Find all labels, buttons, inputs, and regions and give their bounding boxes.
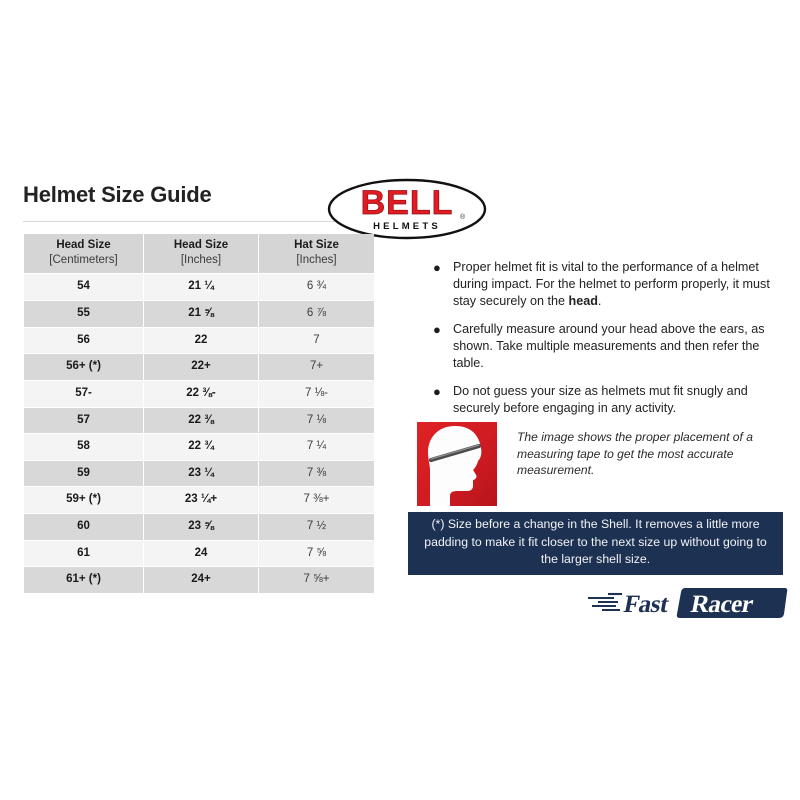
svg-text:BELL: BELL — [361, 184, 454, 222]
illustration-caption: The image shows the proper placement of … — [517, 430, 753, 477]
table-header-row: Head Size [Centimeters] Head Size [Inche… — [24, 234, 374, 274]
list-item-text: Carefully measure around your head above… — [453, 321, 783, 372]
head-with-measuring-tape-icon — [417, 422, 497, 506]
cell-hat-size-inches: 7+ — [259, 354, 374, 380]
bullet-dot-icon: ● — [433, 260, 441, 275]
cell-head-size-cm: 57 — [24, 407, 143, 434]
bullet-dot-icon: ● — [433, 322, 441, 337]
cell-hat-size-inches: 7 ⅛ — [259, 407, 374, 434]
list-item-text-part: Carefully measure around your head above… — [453, 322, 765, 370]
table-row: 61 24 7 ⅝ — [24, 540, 374, 567]
cell-head-size-inches: 24 — [144, 540, 258, 567]
cell-hat-size-inches: 7 ⅝+ — [259, 567, 374, 594]
column-header-hat-size-in: Hat Size [Inches] — [259, 234, 374, 274]
cell-hat-size-inches: 6 ⅞ — [259, 300, 374, 327]
table-row: 59+ (*) 23 ¼+ 7 ⅜+ — [24, 487, 374, 514]
table-row: 61+ (*) 24+ 7 ⅝+ — [24, 567, 374, 594]
list-item-emphasis: head — [568, 294, 598, 308]
list-item-text-part: Proper helmet fit is vital to the perfor… — [453, 260, 770, 308]
cell-head-size-cm: 57- — [24, 380, 143, 407]
list-item: ● Do not guess your size as helmets mut f… — [428, 383, 783, 417]
cell-head-size-inches: 23 ¼ — [144, 460, 258, 487]
cell-head-size-inches: 23 ¼+ — [144, 487, 258, 514]
cell-head-size-cm: 59+ (*) — [24, 487, 143, 514]
cell-head-size-inches: 22 ¾ — [144, 434, 258, 460]
cell-head-size-cm: 59 — [24, 460, 143, 487]
cell-head-size-inches: 24+ — [144, 567, 258, 594]
list-item-text: Proper helmet fit is vital to the perfor… — [453, 259, 783, 310]
table-row: 56+ (*) 22+ 7+ — [24, 354, 374, 380]
list-item: ● Proper helmet fit is vital to the perfo… — [428, 259, 783, 310]
column-header-unit: [Inches] — [180, 254, 222, 267]
cell-head-size-inches: 23 ⅝ — [144, 514, 258, 540]
cell-head-size-cm: 54 — [24, 274, 143, 300]
table-row: 56 22 7 — [24, 327, 374, 354]
cell-hat-size-inches: 7 ⅝ — [259, 540, 374, 567]
cell-head-size-inches: 21 ¼ — [144, 274, 258, 300]
cell-head-size-cm: 55 — [24, 300, 143, 327]
cell-hat-size-inches: 7 ½ — [259, 514, 374, 540]
cell-head-size-cm: 61+ (*) — [24, 567, 143, 594]
title-divider — [23, 221, 373, 222]
cell-head-size-cm: 61 — [24, 540, 143, 567]
table-row: 57- 22 ⅜- 7 ⅛- — [24, 380, 374, 407]
cell-head-size-inches: 22 — [144, 327, 258, 354]
column-header-title: Hat Size — [294, 239, 339, 251]
svg-text:HELMETS: HELMETS — [373, 221, 441, 232]
list-item-text: Do not guess your size as helmets mut fi… — [453, 383, 783, 417]
shell-change-note: (*) Size before a change in the Shell. I… — [408, 512, 783, 575]
svg-text:®: ® — [460, 213, 466, 221]
page-title: Helmet Size Guide — [23, 182, 212, 207]
column-header-head-size-in: Head Size [Inches] — [144, 234, 258, 274]
cell-head-size-cm: 60 — [24, 514, 143, 540]
column-header-title: Head Size — [173, 239, 229, 251]
svg-text:Racer: Racer — [689, 591, 756, 618]
cell-hat-size-inches: 6 ¾ — [259, 274, 374, 300]
fit-guidance-list: ● Proper helmet fit is vital to the perfo… — [428, 259, 783, 428]
cell-head-size-cm: 58 — [24, 434, 143, 460]
list-item-text-tail: . — [597, 294, 602, 308]
helmet-size-table: Head Size [Centimeters] Head Size [Inche… — [23, 233, 375, 594]
list-item: ● Carefully measure around your head abov… — [428, 321, 783, 372]
cell-hat-size-inches: 7 ¼ — [259, 434, 374, 460]
svg-text:Fast: Fast — [622, 591, 672, 618]
column-header-title: Head Size — [56, 239, 111, 251]
column-header-head-size-cm: Head Size [Centimeters] — [24, 234, 143, 274]
bullet-dot-icon: ● — [433, 384, 441, 399]
cell-head-size-inches: 22 ⅜- — [144, 380, 258, 407]
column-header-unit: [Inches] — [296, 254, 337, 267]
column-header-unit: [Centimeters] — [49, 254, 118, 267]
shell-change-note-text: (*) Size before a change in the Shell. I… — [424, 517, 767, 567]
cell-hat-size-inches: 7 ⅜ — [259, 460, 374, 487]
fastracer-logo[interactable]: Fast Racer — [588, 585, 788, 621]
list-item-text-part: Do not guess your size as helmets mut fi… — [453, 384, 748, 415]
cell-head-size-cm: 56+ (*) — [24, 354, 143, 380]
cell-hat-size-inches: 7 ⅛- — [259, 380, 374, 407]
cell-head-size-inches: 22 ⅜ — [144, 407, 258, 434]
cell-head-size-inches: 21 ⅝ — [144, 300, 258, 327]
cell-head-size-cm: 56 — [24, 327, 143, 354]
bell-helmets-logo: BELL ® HELMETS — [327, 178, 487, 240]
cell-hat-size-inches: 7 ⅜+ — [259, 487, 374, 514]
cell-head-size-inches: 22+ — [144, 354, 258, 380]
cell-hat-size-inches: 7 — [259, 327, 374, 354]
